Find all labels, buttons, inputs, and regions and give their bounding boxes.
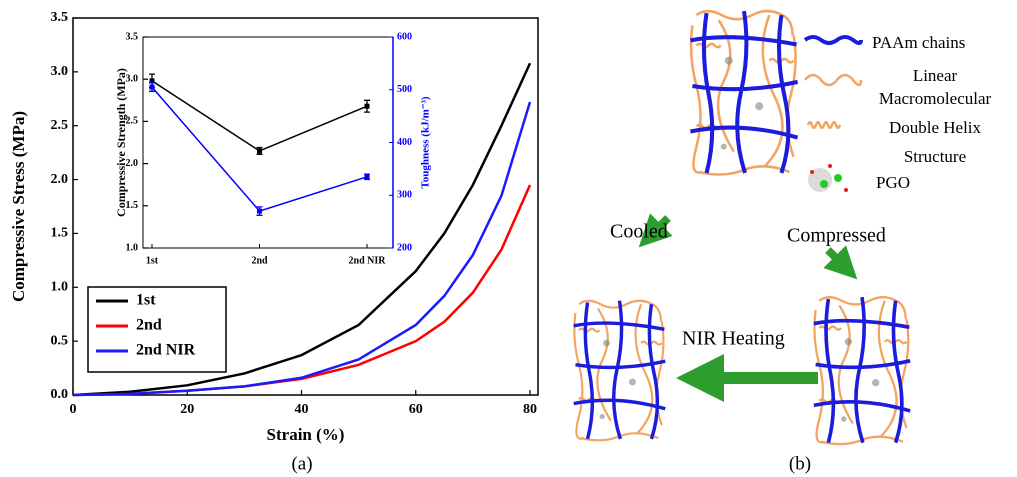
legend-label: 1st [136,292,156,309]
y2-tick-label: 500 [397,84,412,95]
y-tick-label: 2.5 [126,116,139,127]
caption: (a) [291,453,312,474]
point [364,174,370,180]
x-axis-label: Strain (%) [267,425,345,444]
network-compressed [814,297,910,444]
network-cooled [574,301,666,441]
y2-tick-label: 300 [397,190,412,201]
network-relaxed [690,11,797,174]
step-label: Cooled [610,221,668,243]
point [257,208,262,214]
step-label: NIR Heating [682,328,785,350]
point [364,103,370,109]
y-tick-label: 1.5 [126,200,139,211]
y-tick-label: 1.0 [51,280,69,295]
y-tick-label: 3.0 [51,64,69,79]
y-tick-label: 2.0 [126,158,139,169]
y2-axis-label: Toughness (kJ/m⁻³) [420,96,432,188]
y-axis-label: Compressive Stress (MPa) [9,111,28,302]
point [149,84,155,90]
point [257,148,262,154]
y-tick-label: 3.0 [126,73,139,84]
linear-icon [804,73,863,87]
y-tick-label: 0.0 [51,387,69,402]
x-tick-label: 0 [70,402,77,417]
x-tick-label: 40 [295,402,309,417]
x-tick-label: 20 [180,402,194,417]
legend-label: Double Helix [889,118,982,137]
caption: (b) [789,453,811,474]
legend-label: 2nd [136,317,162,334]
pgo-icon [808,164,848,192]
plot-frame [142,36,394,249]
y2-tick-label: 200 [397,242,412,253]
series-line [72,62,532,397]
x-tick-label: 2nd NIR [349,255,387,266]
cooled-arrow [638,213,673,248]
y2-tick-label: 600 [397,31,412,42]
legend-label: Structure [904,147,966,166]
x-tick-label: 60 [409,402,423,417]
x-tick-label: 80 [523,402,537,417]
compressed-arrow [823,245,858,280]
legend-label: PGO [876,173,910,192]
x-tick-label: 2nd [251,255,268,266]
y-axis-label: Compressive Strength (MPa) [114,68,128,217]
paam-icon [803,35,863,45]
y2-tick-label: 400 [397,137,412,148]
point [149,78,155,84]
y-tick-label: 0.5 [51,333,69,348]
y-tick-label: 3.5 [126,31,139,42]
step-label: Compressed [787,225,886,247]
legend-label: PAAm chains [872,33,965,52]
y-tick-label: 3.5 [51,10,69,25]
y-tick-label: 2.0 [51,172,69,187]
y-tick-label: 1.0 [126,242,139,253]
x-tick-label: 1st [146,255,159,266]
legend-label: 2nd NIR [136,342,196,359]
legend-label: Macromolecular [879,89,992,108]
y-tick-label: 1.5 [51,226,69,241]
legend-label: Linear [913,66,958,85]
series-line [72,101,532,397]
helix-icon [806,120,842,130]
y-tick-label: 2.5 [51,118,69,133]
